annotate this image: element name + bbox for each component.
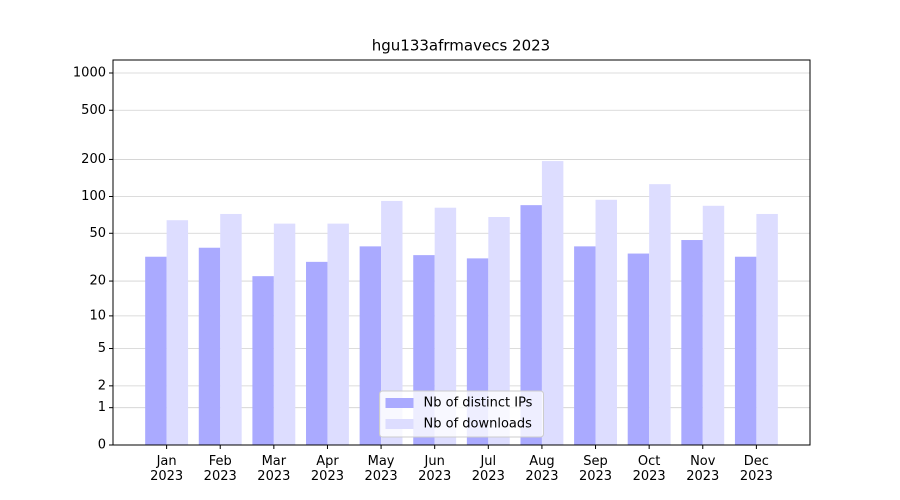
bar: [434, 207, 457, 445]
plot-frame: [112, 59, 811, 446]
x-tick-label: Dec 2023: [739, 454, 773, 484]
bar: [520, 205, 542, 445]
x-tick-label: Aug 2023: [525, 454, 559, 484]
bar: [306, 261, 328, 445]
x-tick-label: Sep 2023: [578, 454, 613, 484]
y-tick-label: 50: [89, 226, 106, 241]
bar: [220, 213, 242, 445]
y-tick-label: 500: [81, 103, 106, 118]
y-tick-label: 10: [89, 308, 106, 323]
legend-box: [379, 390, 544, 438]
y-tick-label: 2: [98, 378, 106, 393]
bar: [649, 184, 671, 445]
bar: [381, 200, 403, 445]
y-tick-label: 100: [81, 189, 106, 204]
bar: [166, 220, 189, 445]
x-tick-label: Feb 2023: [203, 454, 237, 484]
bar: [359, 246, 382, 445]
bar: [541, 161, 564, 445]
bar: [627, 253, 650, 445]
x-tick-label: Mar 2023: [257, 454, 291, 484]
bar: [198, 247, 221, 445]
y-tick-label: 20: [89, 274, 106, 289]
legend: Nb of distinct IPs Nb of downloads: [379, 390, 544, 438]
bar: [273, 223, 296, 445]
x-tick-label: Jun 2023: [418, 454, 452, 484]
legend-label: Nb of distinct IPs: [424, 396, 533, 411]
legend-label: Nb of downloads: [424, 417, 533, 432]
legend-swatch: [385, 398, 414, 408]
y-tick-label: 1000: [73, 65, 106, 80]
x-tick-label: Jan 2023: [150, 454, 184, 484]
bar: [145, 256, 167, 445]
bar: [327, 223, 349, 445]
x-tick-label: Apr 2023: [310, 454, 344, 484]
bar: [681, 240, 703, 445]
y-tick-label: 5: [98, 341, 106, 356]
legend-swatch: [385, 419, 414, 429]
bar: [574, 246, 596, 445]
x-tick-label: May 2023: [364, 454, 398, 484]
y-tick-label: 1: [98, 400, 106, 415]
y-tick-label: 0: [98, 438, 106, 453]
y-tick-label: 200: [81, 152, 106, 167]
x-tick-label: Nov 2023: [686, 454, 720, 484]
x-tick-label: Jul 2023: [471, 454, 505, 484]
bar: [756, 213, 778, 445]
bar: [595, 199, 617, 445]
bar: [252, 276, 274, 445]
bar: [734, 256, 757, 445]
bar: [488, 217, 510, 445]
bar: [702, 205, 725, 445]
x-tick-label: Oct 2023: [632, 454, 666, 484]
chart-title: hgu133afrmavecs 2023: [372, 37, 550, 55]
